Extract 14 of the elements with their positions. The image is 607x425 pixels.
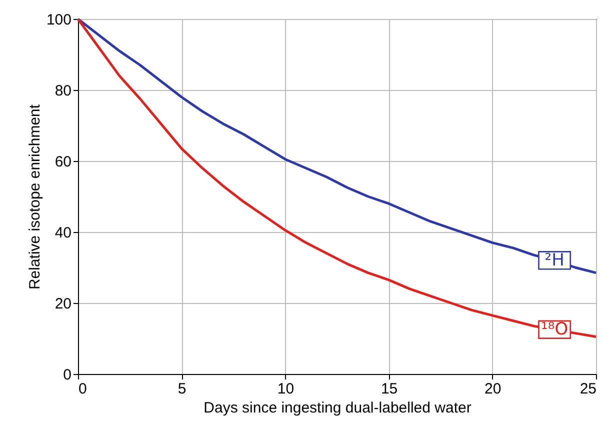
x-axis-title: Days since ingesting dual-labelled water bbox=[204, 400, 472, 416]
y-tick-label: 60 bbox=[54, 154, 72, 170]
y-axis-title: Relative isotope enrichment bbox=[26, 104, 44, 290]
y-tick-label: 20 bbox=[54, 296, 72, 312]
x-tick-label: 10 bbox=[277, 380, 294, 398]
x-tick-label: 15 bbox=[380, 380, 398, 398]
y-tick-label: 40 bbox=[54, 224, 72, 242]
x-tick-label: 5 bbox=[178, 380, 186, 398]
x-tick-label: 25 bbox=[580, 380, 596, 398]
x-tick-label: 20 bbox=[484, 380, 502, 398]
y-tick-label: 0 bbox=[63, 366, 72, 384]
y-tick-label: 100 bbox=[46, 12, 72, 28]
x-tick-label: 0 bbox=[78, 380, 87, 398]
y-tick-label: 80 bbox=[54, 82, 72, 100]
